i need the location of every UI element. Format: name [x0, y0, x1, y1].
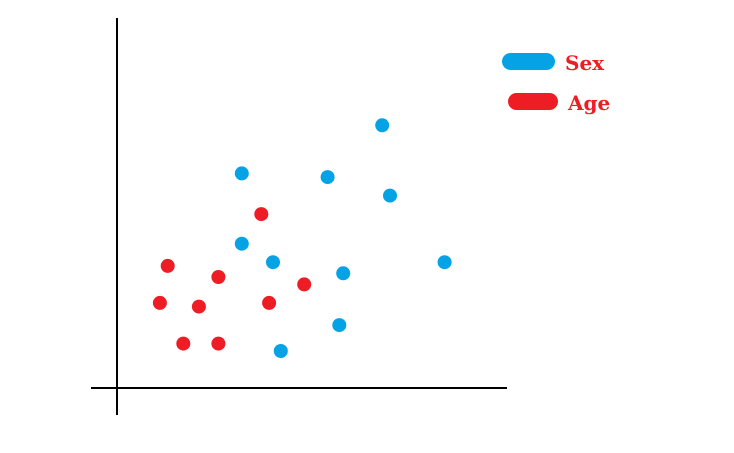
point-age-8	[176, 336, 191, 351]
point-age-7	[262, 295, 277, 310]
legend-swatch-age	[508, 93, 558, 110]
point-age-2	[160, 258, 175, 273]
data-points	[152, 118, 452, 358]
point-age-5	[152, 295, 167, 310]
point-sex-1	[234, 166, 249, 181]
point-sex-5	[234, 236, 249, 251]
point-sex-9	[332, 318, 347, 333]
legend-label-age: Age	[567, 91, 610, 115]
legend: Sex Age	[502, 51, 610, 115]
legend-label-sex: Sex	[565, 51, 605, 75]
point-sex-10	[273, 344, 288, 358]
point-age-1	[254, 207, 269, 222]
point-age-3	[211, 270, 226, 284]
point-age-6	[191, 299, 206, 314]
point-age-4	[297, 277, 312, 292]
point-sex-8	[437, 255, 452, 270]
point-sex-6	[266, 255, 280, 270]
point-age-9	[211, 336, 226, 351]
point-sex-4	[383, 188, 397, 203]
point-sex-3	[375, 118, 390, 133]
legend-swatch-sex	[502, 53, 555, 70]
point-sex-7	[336, 266, 351, 281]
point-sex-2	[320, 170, 335, 185]
